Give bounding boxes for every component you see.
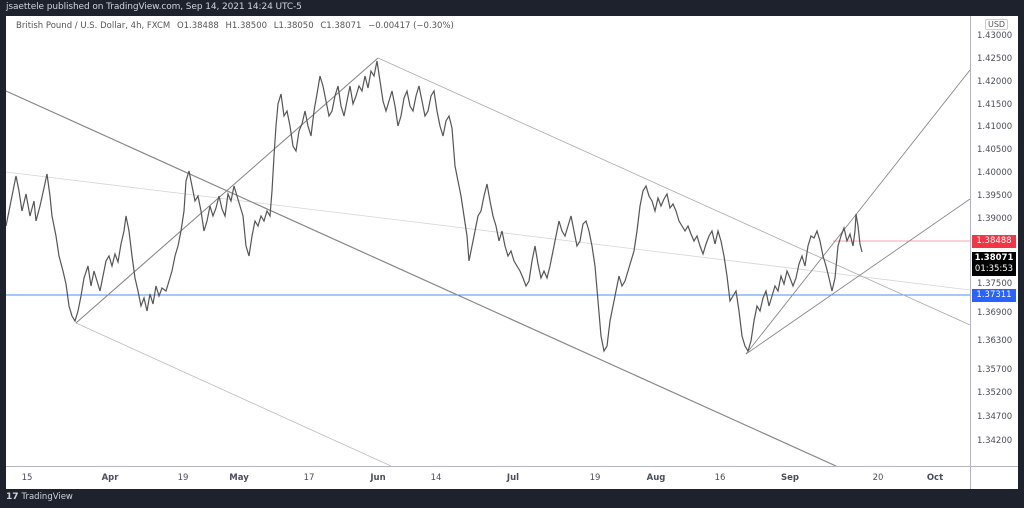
time-tick: Jul xyxy=(506,473,520,483)
price-change: −0.00417 (−0.30%) xyxy=(368,21,454,31)
time-axis[interactable]: 15 Apr 19 May 17 Jun 14 Jul 19 Aug 16 Se… xyxy=(6,466,1018,489)
bar-countdown: 01:35:53 xyxy=(974,264,1014,274)
lower-channel-trendline[interactable] xyxy=(75,322,392,466)
price-tick: 1.42500 xyxy=(977,54,1013,64)
time-tick: 19 xyxy=(177,473,189,483)
time-tick: 19 xyxy=(589,473,601,483)
price-axis[interactable]: USD 1.43000 1.42500 1.42000 1.41500 1.41… xyxy=(970,16,1019,466)
time-tick: Sep xyxy=(781,473,799,483)
price-tick: 1.34700 xyxy=(977,412,1013,422)
candlestick-series xyxy=(6,60,863,353)
price-tick: 1.37500 xyxy=(977,279,1013,289)
major-descending-trendline[interactable] xyxy=(6,90,837,466)
currency-badge[interactable]: USD xyxy=(985,19,1009,30)
price-tick: 1.41500 xyxy=(977,100,1013,110)
symbol-name[interactable]: British Pound / U.S. Dollar, 4h, FXCM xyxy=(16,21,171,31)
last-price-value: 1.38071 xyxy=(974,253,1014,263)
price-tick: 1.39500 xyxy=(977,191,1013,201)
price-tick: 1.40500 xyxy=(977,145,1013,155)
tradingview-logo-icon: 17 xyxy=(6,492,19,502)
time-tick: 15 xyxy=(21,473,33,483)
shallow-rising-fan-line[interactable] xyxy=(745,198,970,355)
upper-channel-trendline[interactable] xyxy=(377,57,970,326)
time-tick: Jun xyxy=(370,473,386,483)
price-tick: 1.36900 xyxy=(977,308,1013,318)
time-tick: Apr xyxy=(101,473,119,483)
rising-trendline-mar-jun[interactable] xyxy=(75,57,379,324)
last-price-label: 1.38071 01:35:53 xyxy=(972,252,1016,276)
time-tick: 20 xyxy=(872,473,884,483)
axis-corner-divider xyxy=(970,467,971,489)
time-tick: 14 xyxy=(430,473,442,483)
symbol-legend: British Pound / U.S. Dollar, 4h, FXCM O1… xyxy=(16,21,458,31)
brand-name: TradingView xyxy=(21,492,73,502)
price-tick: 1.41000 xyxy=(977,122,1013,132)
ohlc-high: H1.38500 xyxy=(225,21,268,31)
time-tick: Aug xyxy=(646,473,666,483)
faint-descending-trendline[interactable] xyxy=(6,171,970,291)
ohlc-close: C1.38071 xyxy=(320,21,362,31)
time-tick: Oct xyxy=(926,473,944,483)
price-tick: 1.35700 xyxy=(977,365,1013,375)
price-tick: 1.35200 xyxy=(977,388,1013,398)
price-tick: 1.36300 xyxy=(977,336,1013,346)
footer-branding: 17 TradingView xyxy=(6,492,73,502)
published-by-text: jsaettele published on TradingView.com, … xyxy=(6,2,302,12)
time-tick: May xyxy=(229,473,249,483)
price-tick: 1.34200 xyxy=(977,436,1013,446)
price-tick: 1.39000 xyxy=(977,214,1013,224)
blue-level-price-label[interactable]: 1.37311 xyxy=(972,289,1016,302)
price-tick: 1.40000 xyxy=(977,168,1013,178)
ohlc-open: O1.38488 xyxy=(176,21,219,31)
red-level-price-label[interactable]: 1.38488 xyxy=(972,235,1016,248)
steep-rising-fan-line[interactable] xyxy=(745,69,970,355)
time-tick: 17 xyxy=(303,473,315,483)
price-tick: 1.42000 xyxy=(977,77,1013,87)
ohlc-low: L1.38050 xyxy=(273,21,314,31)
time-tick: 16 xyxy=(714,473,726,483)
chart-window: British Pound / U.S. Dollar, 4h, FXCM O1… xyxy=(6,16,1018,489)
price-tick: 1.43000 xyxy=(977,31,1013,41)
price-chart-canvas[interactable] xyxy=(6,16,970,466)
